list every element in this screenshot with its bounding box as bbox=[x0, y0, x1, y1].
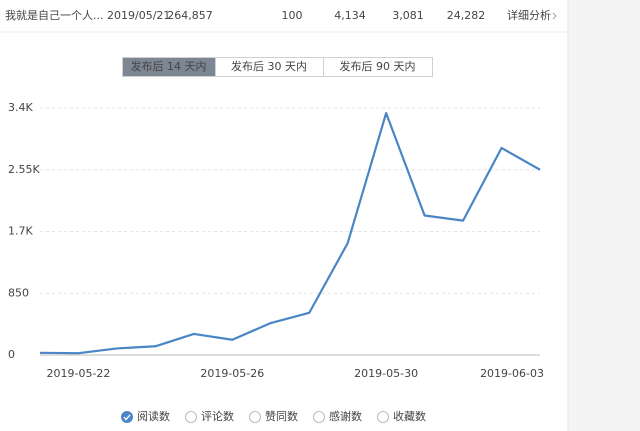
side-panel bbox=[568, 0, 640, 431]
legend-label[interactable]: 赞同数 bbox=[265, 410, 298, 423]
y-tick-label: 1.7K bbox=[8, 225, 33, 238]
y-tick-label: 850 bbox=[8, 286, 29, 299]
legend-label[interactable]: 感谢数 bbox=[329, 409, 362, 423]
publish-date: 2019/05/21 bbox=[107, 9, 170, 22]
stat-value: 100 bbox=[282, 9, 303, 22]
x-tick-label: 2019-05-26 bbox=[200, 367, 264, 380]
x-tick-label: 2019-06-03 bbox=[480, 367, 544, 380]
check-icon[interactable] bbox=[123, 414, 131, 421]
legend-label[interactable]: 阅读数 bbox=[137, 409, 170, 423]
legend-checkbox[interactable] bbox=[121, 411, 133, 423]
x-tick-label: 2019-05-30 bbox=[354, 367, 418, 380]
legend-checkbox[interactable] bbox=[313, 411, 325, 423]
article-title[interactable]: 我就是自己一个人... bbox=[5, 8, 104, 22]
stat-value: 3,081 bbox=[392, 9, 424, 22]
data-line bbox=[39, 111, 541, 355]
stat-value: 4,134 bbox=[334, 9, 366, 22]
x-tick-label: 2019-05-22 bbox=[46, 367, 110, 380]
y-tick-label: 2.55K bbox=[8, 163, 40, 176]
tab-label[interactable]: 发布后 14 天内 bbox=[131, 59, 207, 73]
stat-value: 264,857 bbox=[167, 9, 213, 22]
legend-label[interactable]: 收藏数 bbox=[393, 409, 426, 423]
stat-value: 24,282 bbox=[447, 9, 486, 22]
legend-checkbox[interactable] bbox=[377, 411, 389, 423]
chevron-icon bbox=[552, 12, 557, 20]
legend-checkbox[interactable] bbox=[249, 411, 261, 423]
legend-label[interactable]: 评论数 bbox=[201, 409, 234, 423]
tab-label[interactable]: 发布后 90 天内 bbox=[340, 59, 416, 73]
legend-checkbox[interactable] bbox=[185, 411, 197, 423]
y-tick-label: 0 bbox=[8, 348, 15, 361]
y-tick-label: 3.4K bbox=[8, 101, 33, 114]
detail-link[interactable]: 详细分析 bbox=[507, 8, 551, 22]
tab-label[interactable]: 发布后 30 天内 bbox=[231, 59, 307, 73]
tab[interactable] bbox=[323, 57, 433, 77]
